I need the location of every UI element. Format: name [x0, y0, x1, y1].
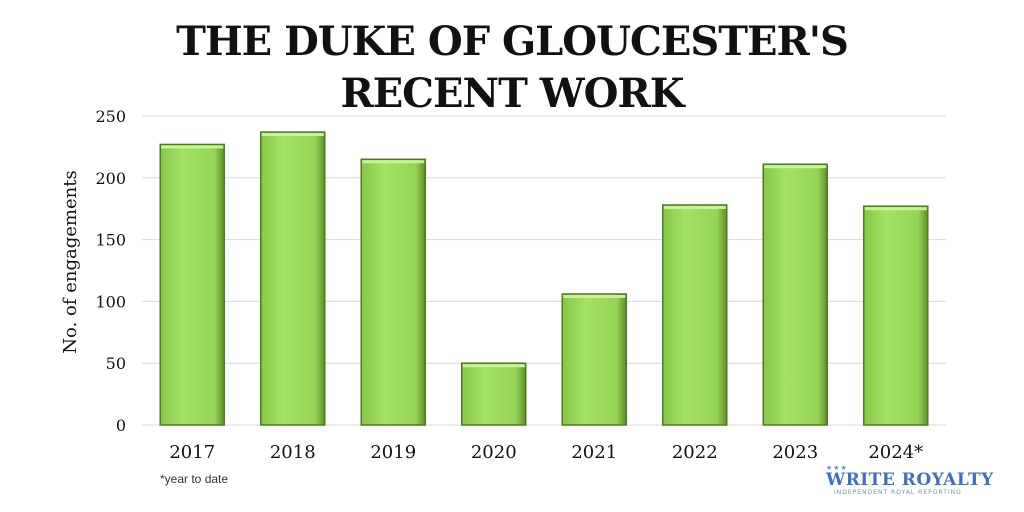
bar-top-highlight — [663, 205, 726, 209]
bar-top-highlight — [864, 207, 927, 211]
x-tick-label: 2017 — [169, 442, 215, 463]
bar-2019 — [360, 158, 426, 426]
bar-top-highlight — [362, 160, 425, 164]
x-tick-label: 2019 — [370, 442, 416, 463]
chart-title: THE DUKE OF GLOUCESTER'S RECENT WORK — [0, 16, 1024, 120]
x-tick-label: 2023 — [772, 442, 818, 463]
x-tick-label: 2018 — [270, 442, 316, 463]
bar-chart: 0 50 100 150 200 250 2017 2018 2019 2020 2021 2022… — [60, 107, 946, 463]
y-axis-label: No. of engagements — [60, 170, 81, 353]
bar-2022 — [662, 204, 728, 426]
bar-top-highlight — [563, 294, 626, 298]
bar-2024 — [863, 205, 929, 426]
bar-top-highlight — [462, 364, 525, 368]
bar-2020 — [461, 362, 527, 426]
footnote: *year to date — [160, 472, 229, 486]
x-tick-labels: 2017 2018 2019 2020 2021 2022 2023 2024* — [169, 442, 923, 463]
stars-icon: ★★★ — [826, 464, 848, 472]
y-tick-label: 50 — [106, 354, 126, 373]
bar-2021 — [561, 293, 627, 426]
brand-tagline: INDEPENDENT ROYAL REPORTING — [834, 489, 962, 496]
x-tick-label: 2021 — [571, 442, 617, 463]
bars — [159, 131, 929, 426]
title-line-2: RECENT WORK — [340, 70, 684, 117]
y-tick-label: 100 — [95, 292, 126, 311]
x-tick-label: 2024* — [868, 442, 923, 463]
bar-2023 — [762, 163, 828, 426]
title-line-1: THE DUKE OF GLOUCESTER'S — [176, 18, 849, 65]
brand-logo: ★★★ WRITE ROYALTY INDEPENDENT ROYAL REPO… — [826, 464, 996, 496]
bar-2018 — [260, 131, 326, 426]
y-tick-label: 200 — [95, 169, 126, 188]
y-tick-label: 0 — [116, 416, 126, 435]
y-tick-label: 250 — [95, 107, 126, 126]
y-tick-label: 150 — [95, 231, 126, 250]
x-tick-label: 2022 — [672, 442, 718, 463]
bar-top-highlight — [161, 145, 224, 149]
bar-top-highlight — [764, 165, 827, 169]
brand-name: WRITE ROYALTY — [826, 470, 994, 490]
bar-top-highlight — [261, 133, 324, 137]
bar-2017 — [159, 143, 225, 426]
y-tick-labels: 0 50 100 150 200 250 — [95, 107, 126, 435]
x-tick-label: 2020 — [471, 442, 517, 463]
